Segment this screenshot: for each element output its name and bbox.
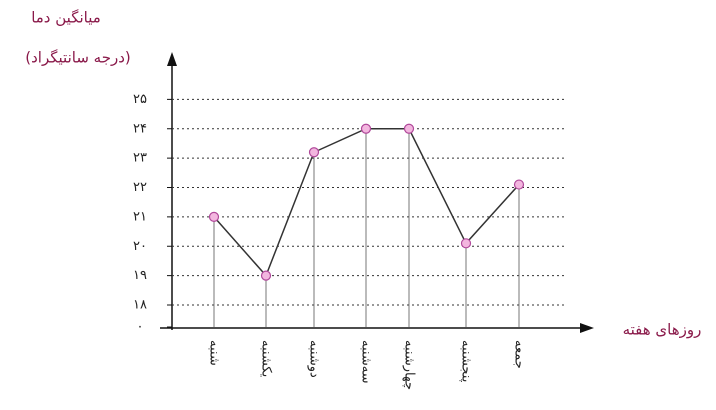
y-tick-label: ۱۹ — [133, 268, 147, 283]
point — [208, 211, 220, 222]
y-tick-label: ۲۱ — [133, 209, 147, 224]
x-tick-label: شنبه — [207, 340, 222, 366]
x-tick-label: پنجشنبه — [459, 340, 474, 383]
x-tick-label: چهارشنبه — [402, 340, 417, 390]
line — [213, 128, 520, 278]
y-tick-label: ۰ — [137, 320, 144, 335]
y-tick-label: ۲۲ — [133, 180, 147, 195]
chart-title: میانگین دما — [31, 9, 101, 27]
point — [360, 123, 372, 134]
x-tick-label: سه‌شنبه — [359, 340, 374, 384]
x-axis-arrow — [580, 323, 594, 333]
y-axis-arrow — [167, 52, 177, 66]
point — [513, 179, 525, 190]
x-tick-label: جمعه — [512, 340, 527, 369]
x-axis-title: روزهای هفته — [623, 321, 702, 339]
y-tick-label: ۲۵ — [133, 92, 147, 107]
y-tick-label: ۲۳ — [133, 151, 147, 166]
point — [308, 147, 320, 158]
chart-subtitle: (درجه سانتیگراد) — [25, 49, 131, 67]
x-tick-label: دوشنبه — [307, 340, 322, 378]
point — [460, 238, 472, 249]
x-tick-label: یکشنبه — [259, 340, 274, 378]
y-tick-label: ۲۴ — [133, 121, 147, 136]
y-tick-label: ۱۸ — [133, 298, 147, 313]
point — [403, 123, 415, 134]
point — [260, 270, 272, 281]
y-tick-label: ۲۰ — [133, 239, 147, 254]
